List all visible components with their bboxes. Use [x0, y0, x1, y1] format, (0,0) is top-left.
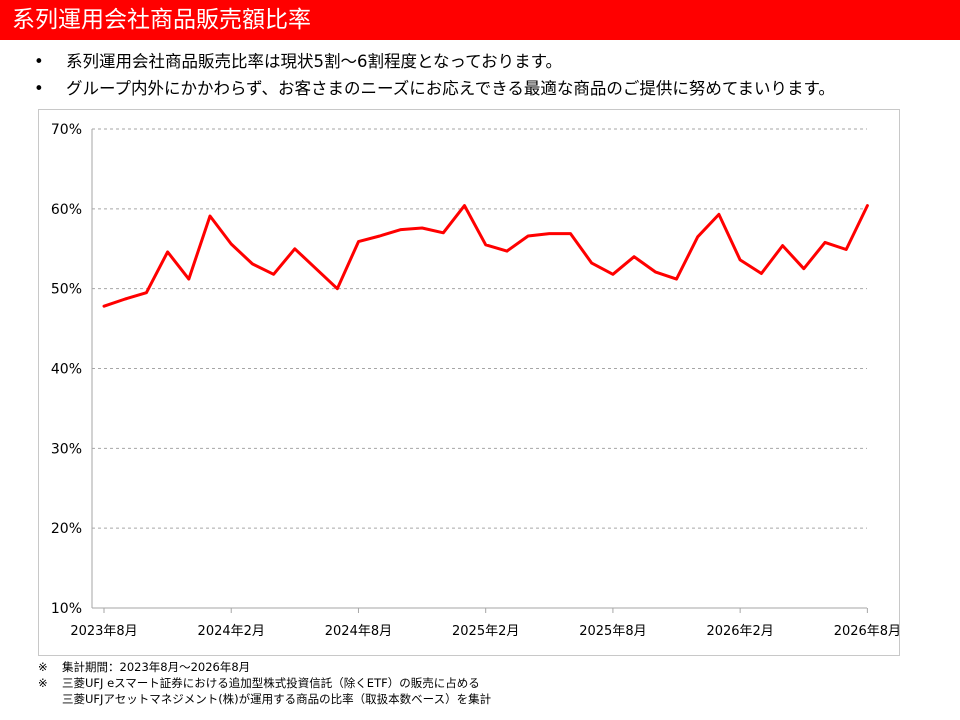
title-bar: 系列運用会社商品販売額比率	[0, 0, 960, 40]
data-point-9	[293, 247, 296, 250]
data-point-35	[845, 248, 848, 251]
data-point-14	[399, 228, 402, 231]
y-tick-label-30: 30%	[51, 441, 82, 457]
data-point-27	[675, 278, 678, 281]
footnote-scope-line2: 三菱UFJアセットマネジメント(株)が運用する商品の比率（取扱本数ベース）を集計	[62, 692, 492, 706]
data-point-22	[569, 232, 572, 235]
chart-frame: 10% 20% 30% 40% 50% 60% 70% 2023年8月 2024年2月 2024年…	[38, 109, 900, 656]
data-point-4	[187, 278, 190, 281]
data-point-1	[124, 298, 127, 301]
footnote-scope-line1: 三菱UFJ eスマート証券における追加型株式投資信託（除くETF）の販売に占める	[62, 676, 480, 690]
data-point-12	[357, 240, 360, 243]
data-point-10	[315, 267, 318, 270]
note-mark: ※	[38, 676, 48, 690]
y-tick-label-50: 50%	[51, 282, 82, 298]
data-point-17	[463, 204, 466, 207]
data-point-20	[527, 234, 530, 237]
data-point-7	[251, 262, 254, 265]
data-point-26	[654, 270, 657, 273]
x-tick-label-5: 2026年2月	[706, 624, 773, 639]
bullet-text-2: グループ内外にかかわらず、お客さまのニーズにお応えできる最適な商品のご提供に努め…	[66, 79, 835, 98]
data-point-36	[866, 204, 869, 207]
x-tick-label-1: 2024年2月	[198, 624, 265, 639]
data-point-11	[336, 287, 339, 290]
data-point-2	[145, 291, 148, 294]
data-point-3	[166, 250, 169, 253]
data-point-19	[505, 250, 508, 253]
data-point-32	[781, 244, 784, 247]
x-tick-label-2: 2024年8月	[325, 624, 392, 639]
data-point-13	[378, 234, 381, 237]
data-point-16	[442, 231, 445, 234]
y-tick-label-10: 10%	[51, 601, 82, 617]
data-point-34	[823, 241, 826, 244]
bullet-dot-icon: •	[34, 79, 44, 98]
data-point-23	[590, 262, 593, 265]
data-point-21	[548, 232, 551, 235]
bullet-text-1: 系列運用会社商品販売比率は現状5割～6割程度となっております。	[66, 52, 563, 71]
x-tick-label-4: 2025年8月	[579, 624, 646, 639]
footnote-period: 集計期間：2023年8月～2026年8月	[62, 660, 251, 674]
bullet-item-1: • 系列運用会社商品販売比率は現状5割～6割程度となっております。	[34, 48, 944, 75]
footnote-2: ※ 三菱UFJ eスマート証券における追加型株式投資信託（除くETF）の販売に占…	[38, 675, 491, 691]
data-point-6	[230, 242, 233, 245]
data-point-28	[696, 235, 699, 238]
bullet-dot-icon: •	[34, 52, 44, 71]
data-point-0	[103, 305, 106, 308]
x-tick-label-0: 2023年8月	[70, 624, 137, 639]
data-point-5	[209, 215, 212, 218]
page-title: 系列運用会社商品販売額比率	[12, 7, 311, 33]
data-point-29	[717, 213, 720, 216]
footnote-1: ※ 集計期間：2023年8月～2026年8月	[38, 659, 491, 675]
line-chart: 10% 20% 30% 40% 50% 60% 70% 2023年8月 2024年2月 2024年…	[51, 122, 899, 639]
x-tick-label-6: 2026年8月	[834, 624, 899, 639]
x-tick-label-3: 2025年2月	[452, 624, 519, 639]
y-tick-label-70: 70%	[51, 122, 82, 138]
data-point-8	[272, 273, 275, 276]
y-tick-label-20: 20%	[51, 521, 82, 537]
y-tick-label-40: 40%	[51, 362, 82, 378]
footnotes: ※ 集計期間：2023年8月～2026年8月 ※ 三菱UFJ eスマート証券にお…	[38, 659, 491, 707]
note-mark: ※	[38, 660, 48, 674]
data-point-25	[633, 255, 636, 258]
y-tick-label-60: 60%	[51, 202, 82, 218]
data-point-30	[739, 258, 742, 261]
data-point-15	[421, 226, 424, 229]
series-line	[102, 204, 869, 308]
data-point-33	[802, 267, 805, 270]
bullet-item-2: • グループ内外にかかわらず、お客さまのニーズにお応えできる最適な商品のご提供に…	[34, 75, 944, 102]
data-point-24	[611, 273, 614, 276]
data-point-18	[484, 243, 487, 246]
footnote-2-continued: 三菱UFJアセットマネジメント(株)が運用する商品の比率（取扱本数ベース）を集計	[38, 691, 491, 707]
data-point-31	[760, 272, 763, 275]
bullet-list: • 系列運用会社商品販売比率は現状5割～6割程度となっております。 • グループ…	[34, 48, 944, 102]
